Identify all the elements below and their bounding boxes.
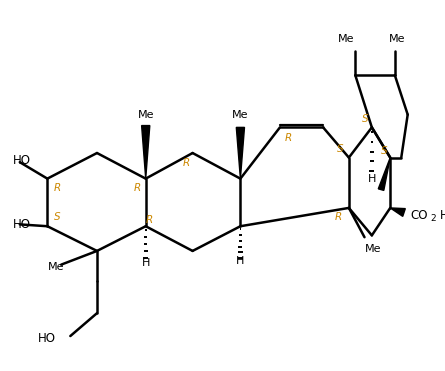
Polygon shape — [142, 125, 150, 178]
Text: R: R — [183, 158, 190, 168]
Text: R: R — [284, 132, 292, 142]
Text: H: H — [142, 258, 150, 268]
Text: S: S — [54, 212, 61, 222]
Text: S: S — [381, 147, 388, 157]
Text: H: H — [440, 209, 445, 222]
Text: HO: HO — [38, 332, 57, 345]
Text: S: S — [336, 144, 343, 154]
Text: R: R — [134, 183, 141, 193]
Text: R: R — [54, 183, 61, 193]
Text: CO: CO — [410, 209, 428, 222]
Text: HO: HO — [12, 154, 30, 167]
Text: R: R — [146, 215, 154, 225]
Text: R: R — [335, 212, 342, 222]
Text: Me: Me — [338, 34, 354, 44]
Text: Me: Me — [232, 109, 249, 119]
Text: Me: Me — [364, 244, 381, 254]
Text: Me: Me — [388, 34, 405, 44]
Text: S: S — [362, 114, 369, 124]
Text: HO: HO — [12, 218, 30, 231]
Polygon shape — [236, 127, 244, 178]
Polygon shape — [390, 208, 405, 216]
Polygon shape — [378, 158, 390, 190]
Text: Me: Me — [48, 262, 64, 272]
Text: Me: Me — [138, 109, 154, 119]
Text: 2: 2 — [431, 214, 436, 223]
Text: H: H — [236, 256, 245, 266]
Text: H: H — [368, 174, 376, 184]
